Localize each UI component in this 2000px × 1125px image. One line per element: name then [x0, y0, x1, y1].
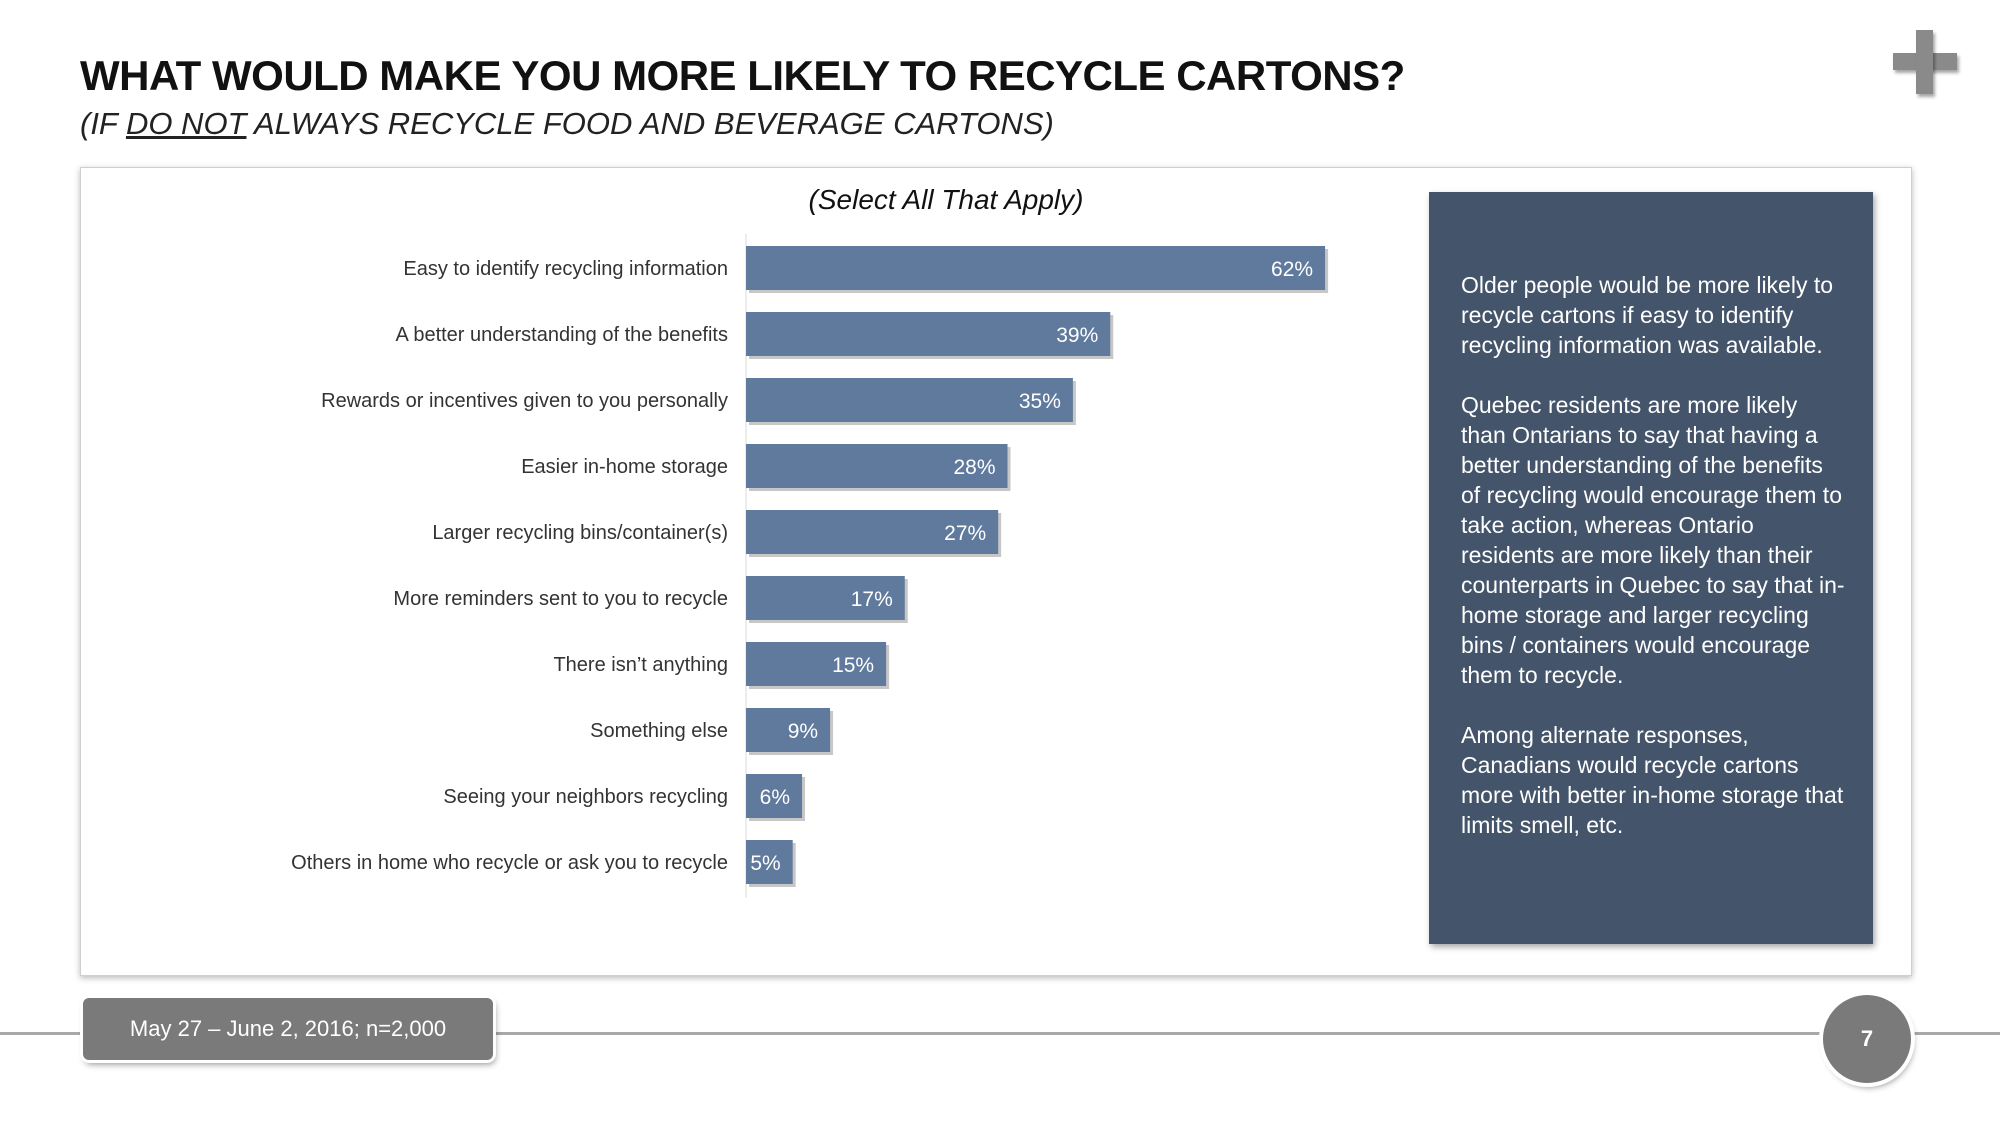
value-label: 15%: [832, 654, 874, 677]
value-label: 35%: [1019, 390, 1061, 413]
insight-paragraph-3: Among alternate responses, Canadians wou…: [1461, 722, 1844, 838]
category-label: Easier in-home storage: [521, 456, 728, 478]
bar: [746, 312, 1111, 356]
bar: [746, 708, 831, 752]
bar: [746, 378, 1073, 422]
subtitle-emphasis: DO NOT: [125, 106, 247, 141]
bar: [746, 510, 999, 554]
value-label: 27%: [944, 522, 986, 545]
bar-chart: Easy to identify recycling information 62…: [291, 234, 1329, 898]
insight-paragraph-2: Quebec residents are more likely than On…: [1461, 392, 1845, 688]
bar: [746, 840, 793, 884]
chart-note: (Select All That Apply): [808, 184, 1084, 215]
value-label: 6%: [760, 786, 790, 809]
plus-icon: [1893, 30, 1963, 100]
subtitle-suffix: ALWAYS RECYCLE FOOD AND BEVERAGE CARTONS…: [246, 106, 1054, 141]
category-label: There isn’t anything: [553, 654, 728, 676]
category-label: More reminders sent to you to recycle: [393, 588, 728, 610]
survey-info-tag: May 27 – June 2, 2016; n=2,000: [83, 998, 493, 1060]
footer-rule: [0, 1032, 2000, 1035]
value-label: 62%: [1271, 258, 1313, 281]
category-label: Something else: [590, 720, 728, 742]
value-label: 5%: [750, 852, 780, 875]
bar: [746, 246, 1326, 290]
bar: [746, 576, 905, 620]
page-number: 7: [1823, 995, 1911, 1083]
bar: [746, 444, 1008, 488]
category-label: Larger recycling bins/container(s): [432, 522, 728, 544]
plus-icon-vertical: [1916, 30, 1933, 94]
insight-paragraph-1: Older people would be more likely to rec…: [1461, 272, 1834, 358]
chart-panel: (Select All That Apply) Easy to identify…: [80, 167, 1912, 976]
value-label: 28%: [953, 456, 995, 479]
value-label: 17%: [851, 588, 893, 611]
category-label: Easy to identify recycling information: [403, 258, 728, 280]
category-label: Rewards or incentives given to you perso…: [321, 390, 728, 412]
insight-box: Older people would be more likely to rec…: [1429, 192, 1873, 944]
value-label: 39%: [1056, 324, 1098, 347]
page-subtitle: (IF DO NOT ALWAYS RECYCLE FOOD AND BEVER…: [80, 106, 1054, 142]
value-label: 9%: [788, 720, 818, 743]
category-label: Others in home who recycle or ask you to…: [291, 852, 728, 874]
bar: [746, 774, 803, 818]
category-label: A better understanding of the benefits: [396, 324, 728, 346]
page-title: WHAT WOULD MAKE YOU MORE LIKELY TO RECYC…: [80, 52, 1405, 99]
category-label: Seeing your neighbors recycling: [443, 786, 728, 808]
bar: [746, 642, 887, 686]
subtitle-prefix: (IF: [80, 106, 126, 141]
